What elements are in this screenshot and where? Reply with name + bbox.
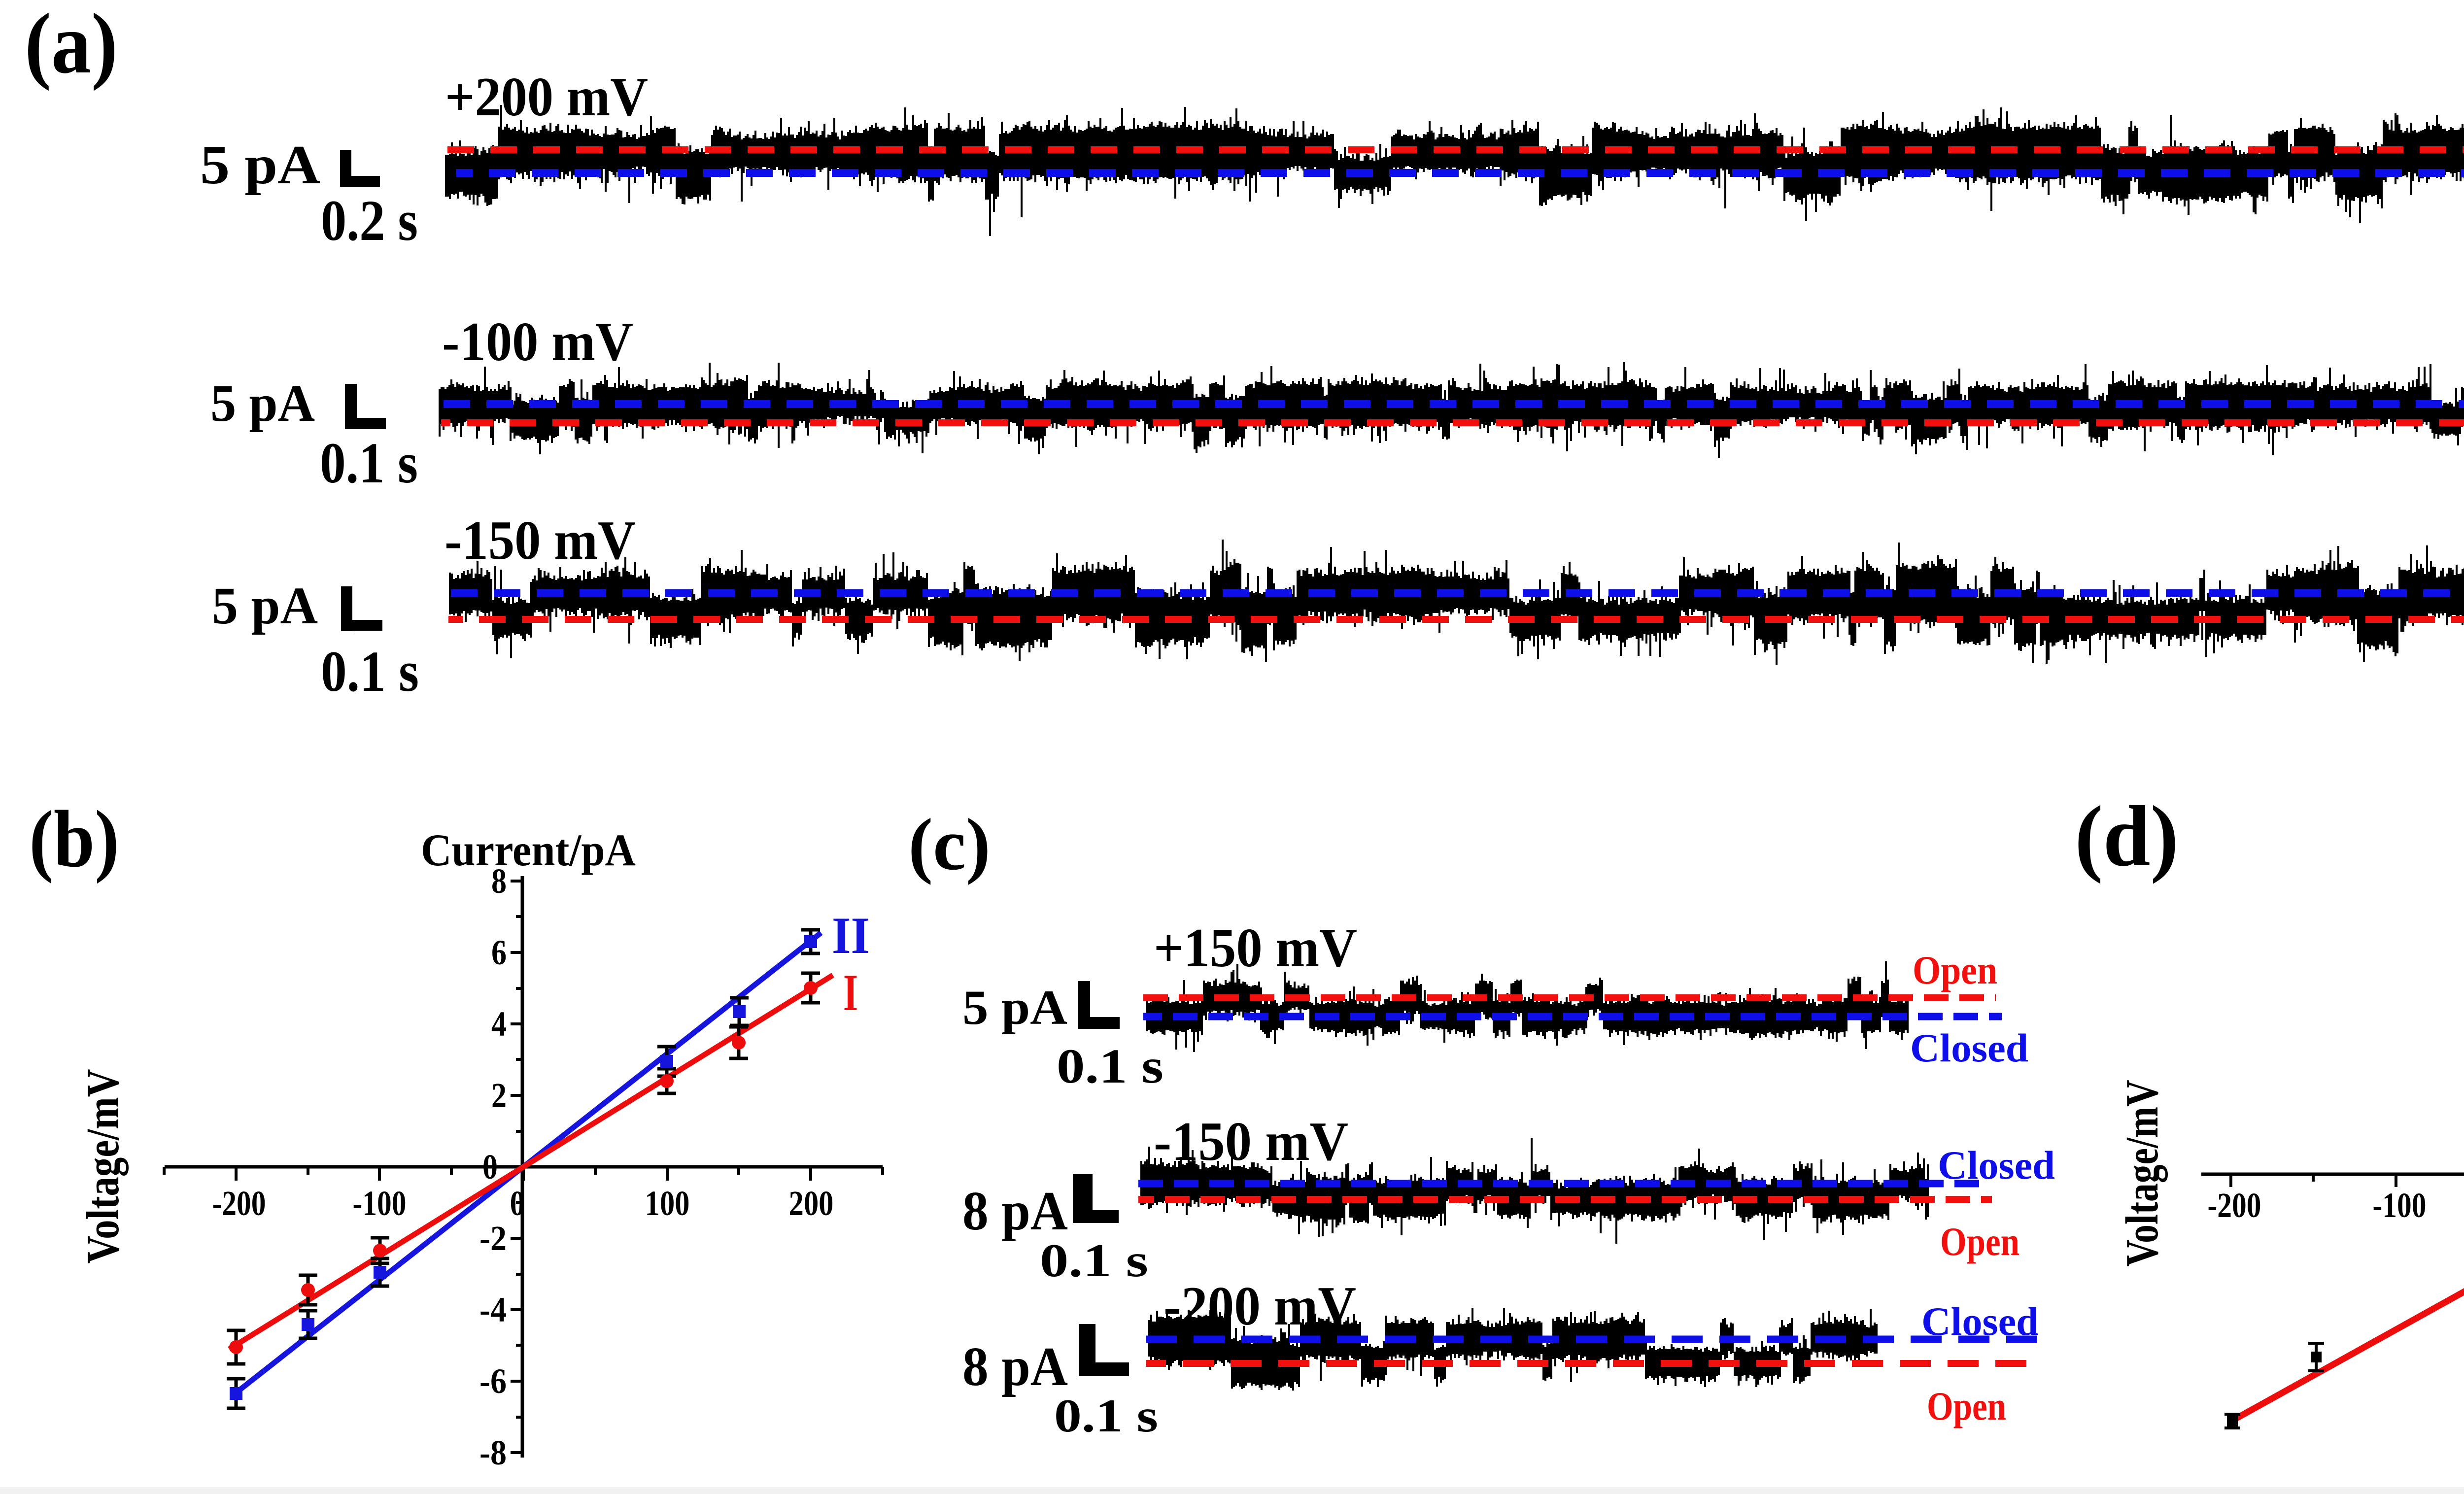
svg-text:-8: -8 [479,1433,507,1472]
svg-text:-100 mV: -100 mV [442,311,633,373]
svg-text:0.1 s: 0.1 s [321,639,419,704]
svg-text:5 pA: 5 pA [210,374,315,433]
svg-text:Closed: Closed [1938,1143,2055,1188]
svg-text:Closed: Closed [1921,1299,2039,1344]
svg-text:+200 mV: +200 mV [445,67,648,128]
svg-text:(a): (a) [25,0,118,91]
svg-text:-150 mV: -150 mV [1154,1111,1348,1172]
svg-text:0: 0 [510,1184,525,1223]
svg-text:II: II [832,907,870,964]
svg-text:5 pA: 5 pA [962,980,1067,1035]
svg-text:5 pA: 5 pA [212,577,318,635]
svg-text:Open: Open [1913,948,1997,992]
svg-text:I: I [843,964,858,1021]
svg-text:-4: -4 [479,1290,507,1329]
svg-text:Voltage/mV: Voltage/mV [2117,1080,2168,1267]
svg-text:(c): (c) [908,804,991,885]
svg-text:8: 8 [491,861,507,901]
svg-text:-200 mV: -200 mV [1164,1276,1356,1337]
svg-text:5 pA: 5 pA [200,135,320,196]
svg-text:-200: -200 [212,1184,266,1223]
svg-text:8 pA: 8 pA [962,1336,1068,1397]
svg-text:100: 100 [645,1184,690,1223]
svg-text:Closed: Closed [1910,1025,2028,1070]
svg-text:0.1 s: 0.1 s [320,431,418,495]
svg-text:6: 6 [491,933,507,972]
svg-text:0.1 s: 0.1 s [1040,1234,1148,1287]
svg-text:-150 mV: -150 mV [445,510,636,571]
svg-text:-200: -200 [2208,1186,2261,1225]
svg-text:(b): (b) [29,794,119,884]
svg-text:Open: Open [1927,1384,2006,1428]
svg-text:(d): (d) [2075,788,2179,884]
svg-text:-2: -2 [479,1219,507,1258]
svg-text:4: 4 [491,1004,507,1044]
svg-text:-100: -100 [353,1184,407,1223]
svg-text:Open: Open [1940,1219,2019,1264]
svg-text:-100: -100 [2373,1186,2427,1225]
svg-text:2: 2 [491,1076,507,1115]
svg-text:-6: -6 [479,1361,507,1401]
svg-text:0.1 s: 0.1 s [1054,1390,1158,1442]
svg-text:+150 mV: +150 mV [1154,917,1357,979]
svg-text:0.1 s: 0.1 s [1057,1039,1164,1093]
svg-text:8 pA: 8 pA [962,1181,1068,1242]
svg-text:0.2 s: 0.2 s [321,188,418,253]
svg-text:200: 200 [789,1184,834,1223]
svg-text:0: 0 [482,1147,498,1187]
svg-text:Voltage/mV: Voltage/mV [77,1069,129,1264]
svg-text:Current/pA: Current/pA [421,825,636,875]
